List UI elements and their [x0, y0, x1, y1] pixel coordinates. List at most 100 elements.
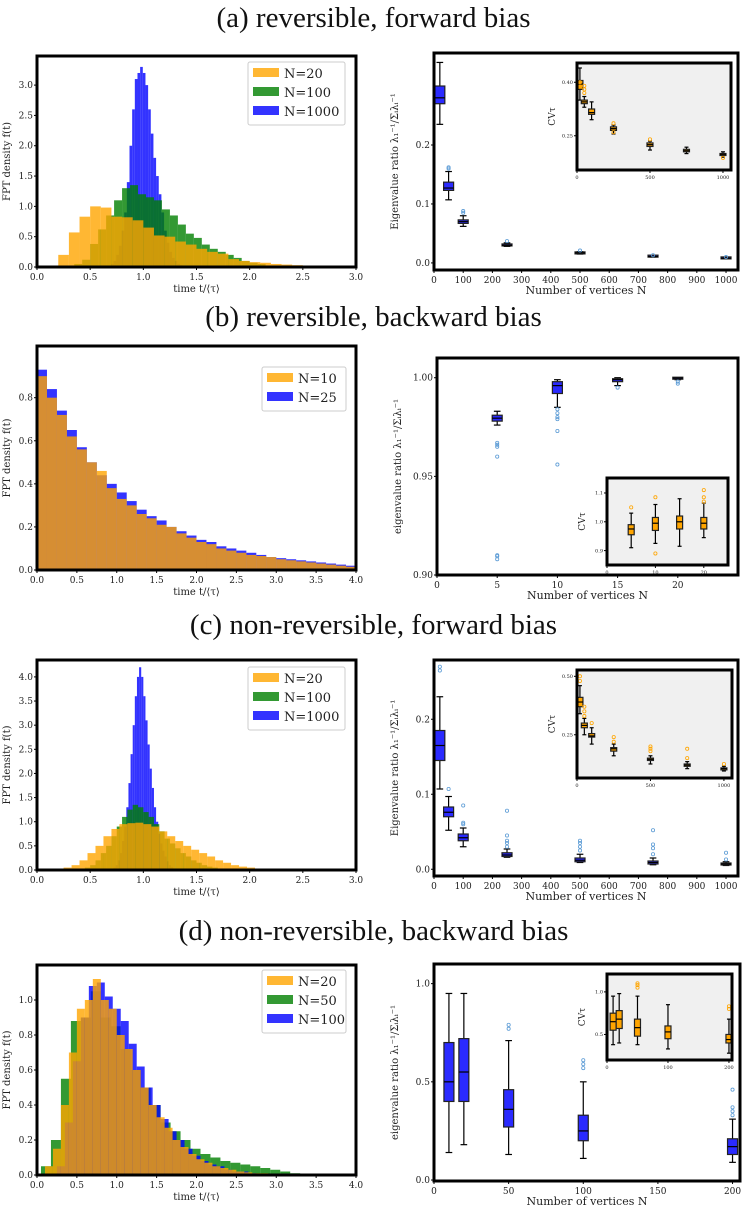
- outlier: [505, 833, 510, 838]
- x-tick-label: 0: [605, 570, 608, 576]
- hist-bar: [148, 1105, 157, 1175]
- hist-bar: [84, 1000, 93, 1175]
- box-20: [672, 376, 684, 386]
- outlier: [611, 739, 616, 744]
- hist-bar: [116, 1035, 125, 1175]
- plot-frame: [432, 658, 740, 878]
- hist-bar: [166, 526, 177, 570]
- inset-chart: 0 500 1000 0.25 0.40 CVτ: [548, 61, 733, 181]
- box-100: [577, 1058, 589, 1160]
- legend-swatch: [253, 87, 279, 96]
- x-tick-label: 900: [688, 276, 705, 286]
- hist-bar: [100, 207, 112, 267]
- x-tick-label: 1.5: [149, 576, 164, 586]
- outlier: [721, 761, 726, 766]
- x-axis-label: Number of vertices N: [526, 890, 647, 903]
- plot-marks: [443, 992, 739, 1163]
- inset-plot-area: [577, 670, 732, 778]
- hist-bar: [153, 235, 165, 267]
- hist-bar: [100, 1000, 109, 1175]
- plot-marks: [40, 979, 301, 1175]
- hist-bar: [212, 1166, 221, 1175]
- hist-bar: [148, 109, 151, 267]
- box-15: [611, 377, 624, 390]
- legend-swatch: [253, 106, 279, 115]
- hist-bar: [116, 498, 127, 570]
- y-tick-label: 3.0: [19, 721, 34, 731]
- x-tick-label: 3.0: [269, 576, 284, 586]
- y-tick-label: 2.5: [19, 111, 34, 121]
- y-tick-label: 1.0: [595, 519, 603, 525]
- hist-bar: [159, 831, 168, 870]
- hist-bar: [199, 853, 208, 870]
- hist-bar: [346, 566, 356, 570]
- hist-bar: [185, 244, 197, 267]
- hist-bar: [191, 849, 200, 870]
- outlier: [724, 857, 729, 862]
- x-tick-label: 3.0: [349, 273, 364, 283]
- box-1000: [719, 151, 727, 160]
- outlier: [446, 165, 451, 170]
- x-tick-label: 0.0: [30, 576, 45, 586]
- outlier: [461, 822, 466, 827]
- outlier: [730, 1109, 735, 1114]
- outlier: [635, 983, 640, 988]
- outlier: [581, 1058, 586, 1063]
- x-tick-label: 5: [494, 581, 500, 591]
- x-tick-label: 1000: [717, 175, 730, 181]
- outlier: [635, 981, 640, 986]
- x-tick-label: 600: [601, 276, 618, 286]
- plot-marks: [491, 376, 684, 562]
- x-tick-label: 600: [601, 882, 618, 892]
- x-tick-label: 2.5: [296, 876, 311, 886]
- x-axis-label: Number of vertices N: [527, 1195, 648, 1208]
- box-750: [682, 146, 691, 155]
- hist-bar: [132, 220, 144, 267]
- outlier: [651, 253, 656, 258]
- y-tick-label: 2.0: [19, 142, 34, 152]
- hist-bar: [217, 253, 229, 267]
- x-tick-label: 0: [431, 882, 437, 892]
- outlier: [730, 1113, 735, 1118]
- hist-bar: [135, 822, 144, 870]
- hist-bar: [228, 259, 240, 267]
- x-tick-label: 20: [672, 581, 684, 591]
- hist-bar: [68, 1052, 77, 1175]
- plot-frame: [35, 658, 358, 872]
- outlier: [437, 668, 442, 673]
- inset-plot-area: [577, 63, 731, 170]
- outlier: [675, 381, 680, 386]
- box-500: [574, 838, 586, 864]
- legend-swatch: [267, 373, 293, 382]
- y-tick-label: 1.0: [595, 990, 603, 996]
- box-20: [615, 992, 623, 1044]
- plot-frame: [432, 962, 742, 1183]
- hist-bar: [96, 470, 107, 570]
- legend-label: N=50: [298, 994, 337, 1009]
- legend-label: N=10: [298, 372, 337, 387]
- x-axis-label: Number of vertices N: [527, 589, 648, 602]
- box-20: [458, 992, 470, 1146]
- x-tick-label: 1000: [715, 882, 738, 892]
- plot-frame: [435, 356, 740, 577]
- y-axis-label: Eigenvalue ratio λ₁⁻¹/Σᵢλᵢ⁻¹: [390, 700, 401, 836]
- hist-bar: [270, 263, 282, 267]
- y-axis-label: eigenvalue ratio λ₁⁻¹/Σᵢλᵢ⁻¹: [393, 399, 404, 534]
- y-axis-label: FPT density f(t): [2, 725, 13, 804]
- x-axis-label: time t/⟨τ⟩: [173, 887, 220, 898]
- hist-bar: [136, 676, 140, 870]
- y-axis-label: eigenvalue ratio λ₁⁻¹/Σᵢλᵢ⁻¹: [390, 1005, 401, 1140]
- panel-title-b: (b) reversible, backward bias: [205, 301, 542, 333]
- x-tick-label: 0.0: [30, 1181, 45, 1191]
- box-250: [501, 239, 513, 248]
- x-tick-label: 100: [663, 1065, 673, 1071]
- outlier: [582, 83, 587, 88]
- y-tick-label: 0.0: [19, 566, 34, 576]
- a-box-chart: 0 100 200 300 400 500 600 700 800 900 1000 0.0 0.1 0.…: [390, 51, 740, 297]
- x-tick-label: 0: [605, 1065, 608, 1071]
- legend-label: N=20: [284, 672, 323, 687]
- box-10: [651, 495, 660, 556]
- legend-label: N=20: [284, 67, 323, 82]
- outlier: [701, 499, 706, 504]
